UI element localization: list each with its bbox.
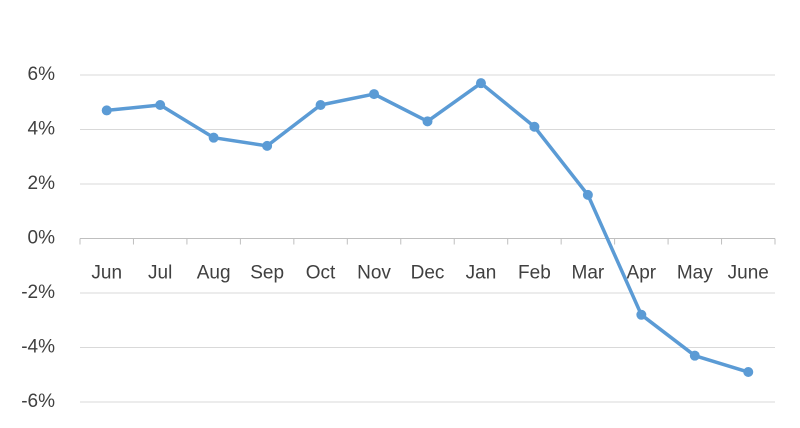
x-tick-label: Feb — [518, 263, 551, 284]
y-tick-label: 2% — [28, 173, 56, 194]
x-tick-label: Nov — [357, 263, 391, 284]
x-tick-label: Jul — [148, 263, 172, 284]
x-tick-label: Jun — [91, 263, 122, 284]
y-tick-label: 0% — [28, 228, 56, 249]
point — [475, 78, 486, 89]
point — [369, 89, 380, 100]
point — [689, 350, 700, 361]
y-tick-label: -2% — [21, 282, 55, 303]
point — [315, 99, 326, 110]
x-tick-label: Aug — [197, 263, 231, 284]
y-tick-label: -4% — [21, 337, 55, 358]
x-tick-label: Apr — [627, 263, 657, 284]
x-tick-label: Mar — [572, 263, 605, 284]
point — [636, 309, 647, 320]
x-tick-label: May — [677, 263, 713, 284]
point — [155, 99, 166, 110]
point — [582, 189, 593, 200]
y-tick-label: 6% — [28, 64, 56, 85]
x-tick-label: Jan — [466, 263, 497, 284]
point — [208, 132, 219, 143]
y-tick-label: -6% — [21, 391, 55, 412]
point — [422, 116, 433, 127]
point — [529, 121, 540, 132]
x-tick-label: June — [728, 263, 769, 284]
point — [743, 367, 754, 378]
point — [101, 105, 112, 116]
x-tick-label: Dec — [411, 263, 445, 284]
y-tick-label: 4% — [28, 119, 56, 140]
x-tick-label: Oct — [306, 263, 336, 284]
point — [262, 140, 273, 151]
x-tick-label: Sep — [250, 263, 284, 284]
